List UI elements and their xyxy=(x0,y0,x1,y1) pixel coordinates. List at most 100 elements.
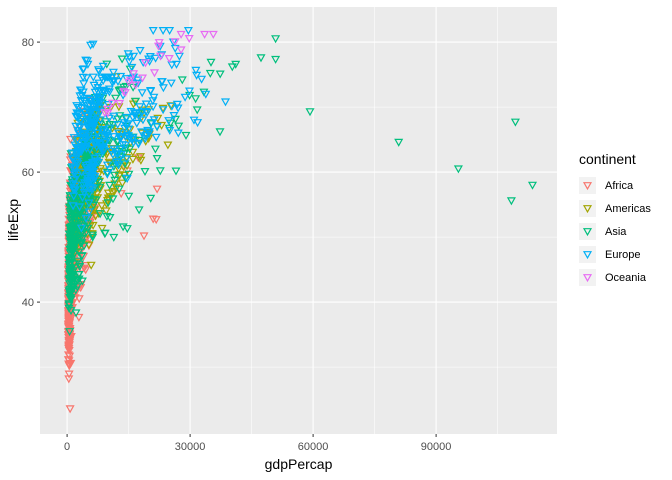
data-point xyxy=(109,233,119,242)
data-point xyxy=(115,112,125,121)
data-point xyxy=(87,183,97,192)
data-point xyxy=(67,163,77,172)
data-point xyxy=(119,87,129,96)
data-point xyxy=(72,109,82,118)
data-point xyxy=(81,99,91,108)
data-point xyxy=(76,224,86,233)
y-tick-label: 80 xyxy=(22,37,34,49)
data-point xyxy=(64,322,74,331)
data-point xyxy=(394,138,404,147)
data-point xyxy=(76,86,86,95)
data-point xyxy=(136,128,146,137)
data-point xyxy=(146,194,156,203)
data-point xyxy=(151,133,161,142)
legend-item-oceania: Oceania xyxy=(579,266,651,289)
legend-key xyxy=(579,200,596,217)
data-point xyxy=(170,38,180,47)
data-point xyxy=(81,214,91,223)
data-point xyxy=(100,229,110,238)
data-point xyxy=(176,30,186,39)
data-point xyxy=(143,126,153,135)
data-point xyxy=(506,197,516,206)
data-point xyxy=(83,224,93,233)
data-point xyxy=(63,356,73,365)
data-point xyxy=(582,205,593,214)
data-point xyxy=(93,138,103,147)
data-point xyxy=(65,274,75,283)
data-point xyxy=(158,84,168,93)
data-point xyxy=(227,63,237,72)
data-point xyxy=(139,232,149,241)
data-point xyxy=(71,122,81,131)
data-point xyxy=(88,233,98,242)
data-point xyxy=(132,119,142,128)
data-point xyxy=(110,180,120,189)
data-point xyxy=(166,79,176,88)
data-point xyxy=(152,155,162,164)
data-point xyxy=(99,88,109,97)
data-point xyxy=(101,139,111,148)
data-point xyxy=(74,313,84,322)
data-point xyxy=(215,70,225,79)
data-point xyxy=(63,317,74,326)
data-point xyxy=(72,102,82,111)
data-point xyxy=(92,190,102,199)
data-point xyxy=(128,134,138,143)
data-point xyxy=(136,156,146,165)
data-point xyxy=(67,149,77,158)
data-point xyxy=(88,73,98,82)
data-point xyxy=(68,202,78,211)
data-point xyxy=(93,129,103,138)
legend-marker-icon xyxy=(582,182,593,191)
data-point xyxy=(68,267,78,276)
legend-marker-icon xyxy=(582,205,593,214)
data-point xyxy=(133,139,143,148)
data-point xyxy=(70,168,80,177)
data-point xyxy=(98,62,108,71)
data-point xyxy=(191,95,201,104)
data-point xyxy=(201,90,211,99)
legend-item-europe: Europe xyxy=(579,243,651,266)
data-point xyxy=(145,53,155,62)
data-point xyxy=(101,118,111,127)
data-point xyxy=(121,113,131,122)
data-point xyxy=(220,98,231,107)
data-point xyxy=(103,189,113,198)
data-point xyxy=(138,116,148,125)
data-point xyxy=(128,135,138,144)
data-point xyxy=(180,93,190,102)
data-point xyxy=(65,289,75,298)
data-point xyxy=(117,55,127,64)
data-point xyxy=(86,261,96,270)
data-point xyxy=(101,132,111,141)
data-point xyxy=(78,209,88,218)
data-point xyxy=(128,148,138,157)
data-point xyxy=(102,161,113,170)
legend-label: Europe xyxy=(605,248,641,261)
data-point xyxy=(104,73,114,82)
x-axis-title: gdpPercap xyxy=(264,456,333,472)
data-point xyxy=(113,78,123,87)
data-point xyxy=(140,168,150,177)
data-point xyxy=(208,30,218,39)
data-point xyxy=(78,88,88,97)
data-point xyxy=(103,199,113,208)
data-point xyxy=(65,328,75,337)
data-point xyxy=(152,185,162,194)
data-point xyxy=(90,212,101,221)
data-point xyxy=(169,112,179,121)
data-point xyxy=(155,52,166,61)
data-point xyxy=(105,214,115,223)
data-point xyxy=(83,154,94,163)
data-point xyxy=(189,116,199,125)
data-point xyxy=(112,138,122,147)
data-point xyxy=(77,168,87,177)
data-point xyxy=(124,192,134,201)
data-point xyxy=(65,255,75,264)
data-point xyxy=(69,134,79,143)
legend-label: Asia xyxy=(605,225,627,238)
legend-label: Africa xyxy=(605,179,634,192)
data-point xyxy=(125,76,136,85)
data-point xyxy=(107,99,117,108)
